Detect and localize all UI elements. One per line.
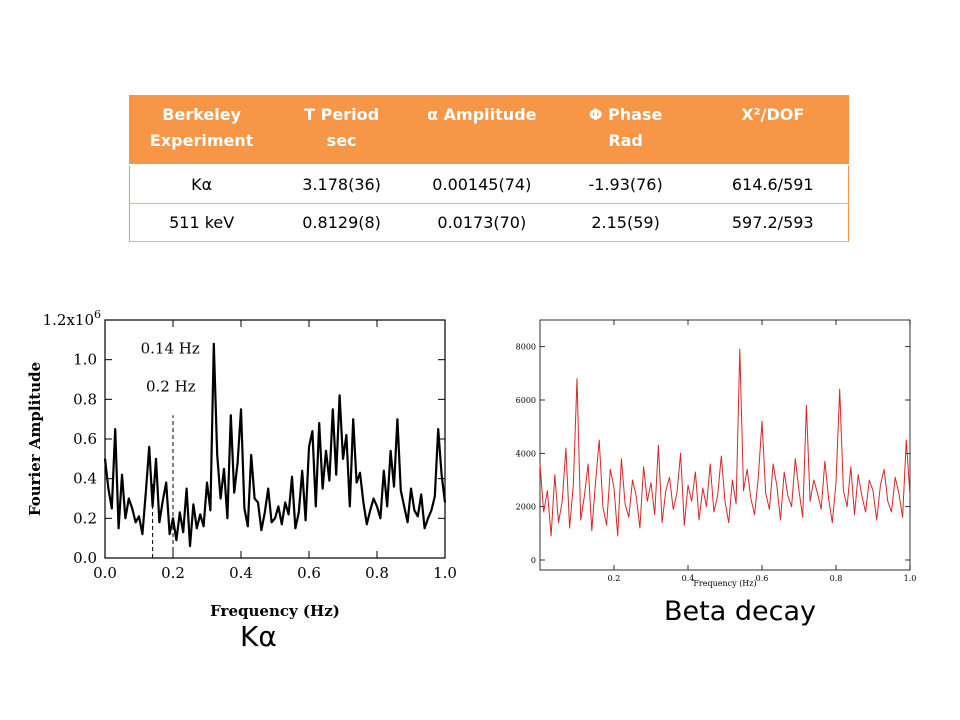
- col-experiment-header: Berkeley Experiment: [129, 95, 274, 166]
- x-tick-label: 1.0: [433, 564, 457, 582]
- x-tick-label: 0.0: [93, 564, 117, 582]
- y-tick-label: 0: [531, 556, 536, 565]
- x-tick-label: 0.8: [365, 564, 389, 582]
- x-axis-label: Frequency (Hz): [693, 579, 756, 588]
- annotation-label-02: 0.2 Hz: [146, 377, 196, 395]
- y-tick-label: 1.0: [73, 351, 97, 369]
- kalpha-series-line: [103, 342, 447, 548]
- y-tick-label: 8000: [516, 343, 536, 352]
- table-cell: 614.6/591: [697, 165, 849, 204]
- y-tick-label: 2000: [516, 503, 536, 512]
- y-tick-label: 4000: [516, 449, 536, 458]
- annotation-label-014: 0.14 Hz: [141, 340, 200, 358]
- table-row: 511 keV 0.8129(8) 0.0173(70) 2.15(59) 59…: [129, 203, 849, 242]
- y-axis-label: Fourier Amplitude: [26, 362, 44, 516]
- col-period-header: T Period sec: [273, 95, 410, 166]
- beta-decay-spectrum-chart: 0.2 0.4 0.6 0.8 1.0 0 2000 4000 6000 8000 Frequen…: [516, 319, 917, 588]
- y-tick-label: 0.4: [73, 470, 97, 488]
- table-cell: 2.15(59): [553, 203, 698, 242]
- table-cell: 597.2/593: [697, 203, 849, 242]
- beta-decay-caption: Beta decay: [664, 596, 816, 627]
- col-amplitude-header: α Amplitude: [409, 95, 554, 166]
- col-chi2-header: Χ²/DOF: [697, 95, 849, 166]
- table-cell: 0.00145(74): [409, 165, 554, 204]
- kalpha-spectrum-chart: 0.0 0.2 0.4 0.6 0.8 1.0 0.0 0.2 0.4 0.6 0.8 1.0 1.2x…: [26, 308, 457, 620]
- x-axis-label: Frequency (Hz): [210, 602, 340, 620]
- results-table: Berkeley Experiment T Period sec α Ampli…: [129, 95, 849, 242]
- table-cell: 511 keV: [129, 203, 274, 242]
- x-tick-label: 0.2: [161, 564, 185, 582]
- x-tick-label: 1.0: [904, 574, 917, 583]
- table-cell: 0.0173(70): [409, 203, 554, 242]
- y-tick-label: 1.2x106: [43, 308, 101, 329]
- beta-series-line: [539, 348, 911, 537]
- table-row: Kα 3.178(36) 0.00145(74) -1.93(76) 614.6…: [129, 165, 849, 204]
- table-header-row: Berkeley Experiment T Period sec α Ampli…: [129, 95, 849, 166]
- x-tick-label: 0.8: [830, 574, 843, 583]
- plot-frame: [539, 319, 911, 571]
- table-cell: Kα: [129, 165, 274, 204]
- kalpha-caption: Kα: [240, 620, 277, 653]
- y-tick-label: 0.6: [73, 430, 97, 448]
- y-tick-label: 0.2: [73, 509, 97, 527]
- y-tick-label: 6000: [516, 396, 536, 405]
- table-cell: -1.93(76): [553, 165, 698, 204]
- table-cell: 0.8129(8): [273, 203, 410, 242]
- x-tick-label: 0.2: [608, 574, 621, 583]
- x-tick-label: 0.4: [229, 564, 253, 582]
- y-tick-label: 0.8: [73, 390, 97, 408]
- table-cell: 3.178(36): [273, 165, 410, 204]
- col-phase-header: Φ Phase Rad: [553, 95, 698, 166]
- x-tick-label: 0.6: [297, 564, 321, 582]
- x-tick-label: 0.4: [682, 574, 695, 583]
- x-tick-label: 0.6: [756, 574, 769, 583]
- y-tick-label: 0.0: [73, 549, 97, 567]
